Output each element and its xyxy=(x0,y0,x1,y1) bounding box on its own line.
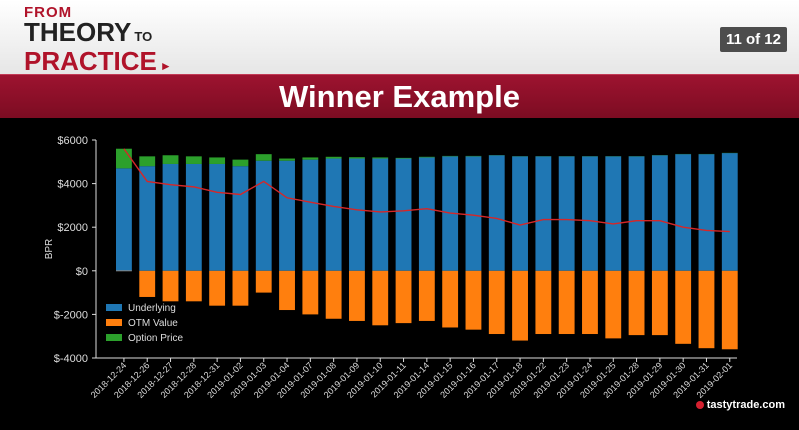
bar-underlying xyxy=(233,166,249,271)
bar-underlying xyxy=(302,160,318,271)
bar-otm-value xyxy=(396,271,412,323)
bar-underlying xyxy=(699,154,715,271)
bar-underlying xyxy=(116,168,132,270)
slide-title: Winner Example xyxy=(0,79,799,115)
bar-option-price xyxy=(419,157,435,158)
tastytrade-brand: tastytrade.com xyxy=(696,399,785,411)
bar-otm-value xyxy=(302,271,318,315)
bar-underlying xyxy=(326,159,342,271)
y-tick-label: $4000 xyxy=(57,179,88,191)
bar-underlying xyxy=(629,156,645,270)
bar-underlying xyxy=(466,156,482,270)
bar-otm-value xyxy=(209,271,225,306)
bar-underlying xyxy=(209,164,225,271)
bar-option-price xyxy=(326,157,342,159)
bar-option-price xyxy=(233,160,249,167)
bar-otm-value xyxy=(652,271,668,335)
bar-otm-value xyxy=(419,271,435,321)
bar-option-price xyxy=(186,156,202,164)
legend-swatch xyxy=(106,304,122,311)
bar-underlying xyxy=(186,164,202,271)
bar-option-price xyxy=(396,158,412,159)
y-tick-label: $2000 xyxy=(57,222,88,234)
bar-option-price xyxy=(209,157,225,164)
bar-otm-value xyxy=(559,271,575,334)
bar-otm-value xyxy=(535,271,551,334)
bar-option-price xyxy=(116,149,132,169)
page-indicator: 11 of 12 xyxy=(720,27,787,52)
bar-underlying xyxy=(349,159,365,271)
logo-theory-text: THEORY xyxy=(24,17,131,47)
bar-otm-value xyxy=(512,271,528,341)
bar-option-price xyxy=(349,157,365,158)
bar-underlying xyxy=(396,159,412,271)
bar-underlying xyxy=(256,161,272,271)
bar-option-price xyxy=(163,155,179,164)
bar-otm-value xyxy=(466,271,482,330)
y-tick-label: $6000 xyxy=(57,135,88,147)
bar-underlying xyxy=(163,164,179,271)
brand-label: tastytrade.com xyxy=(707,399,785,411)
y-tick-label: $0 xyxy=(76,266,88,278)
y-tick-label: $-2000 xyxy=(54,309,88,321)
bar-otm-value xyxy=(256,271,272,293)
bar-underlying xyxy=(489,155,505,271)
brand-dot-icon xyxy=(696,401,704,409)
bar-underlying xyxy=(582,156,598,270)
bar-option-price xyxy=(139,156,155,166)
bar-option-price xyxy=(279,159,295,161)
legend-swatch xyxy=(106,319,122,326)
bar-option-price xyxy=(372,157,388,158)
bpr-bar-chart: $6000$4000$2000$0$-2000$-4000BPR2018-12-… xyxy=(0,118,799,425)
legend-label: Option Price xyxy=(128,333,183,344)
bar-otm-value xyxy=(279,271,295,310)
bar-otm-value xyxy=(605,271,621,339)
bar-underlying xyxy=(652,155,668,271)
bar-option-price xyxy=(256,154,272,161)
logo-practice-text: PRACTICE xyxy=(24,46,157,76)
bar-otm-value xyxy=(442,271,458,328)
legend-label: OTM Value xyxy=(128,318,178,329)
bar-otm-value xyxy=(582,271,598,334)
bar-underlying xyxy=(535,156,551,270)
bar-underlying xyxy=(279,161,295,271)
bar-underlying xyxy=(372,159,388,271)
bar-otm-value xyxy=(326,271,342,319)
bar-underlying xyxy=(675,154,691,271)
bar-otm-value xyxy=(699,271,715,348)
bar-otm-value xyxy=(675,271,691,344)
legend-label: Underlying xyxy=(128,303,176,314)
y-axis-label: BPR xyxy=(44,239,55,260)
bar-otm-value xyxy=(349,271,365,321)
title-banner: Winner Example xyxy=(0,74,799,118)
bar-otm-value xyxy=(629,271,645,335)
bar-otm-value xyxy=(233,271,249,306)
y-tick-label: $-4000 xyxy=(54,353,88,365)
play-arrow-icon: ► xyxy=(160,59,172,73)
bar-otm-value xyxy=(372,271,388,326)
bar-otm-value xyxy=(489,271,505,334)
bar-underlying xyxy=(605,156,621,270)
bar-underlying xyxy=(722,153,738,271)
bar-option-price xyxy=(302,157,318,159)
bar-underlying xyxy=(419,157,435,270)
logo-to-text: TO xyxy=(134,29,152,44)
bar-otm-value xyxy=(139,271,155,297)
bar-otm-value xyxy=(722,271,738,349)
bar-otm-value xyxy=(186,271,202,302)
bar-otm-value xyxy=(163,271,179,302)
bar-underlying xyxy=(512,156,528,270)
legend-swatch xyxy=(106,334,122,341)
bar-underlying xyxy=(559,156,575,270)
